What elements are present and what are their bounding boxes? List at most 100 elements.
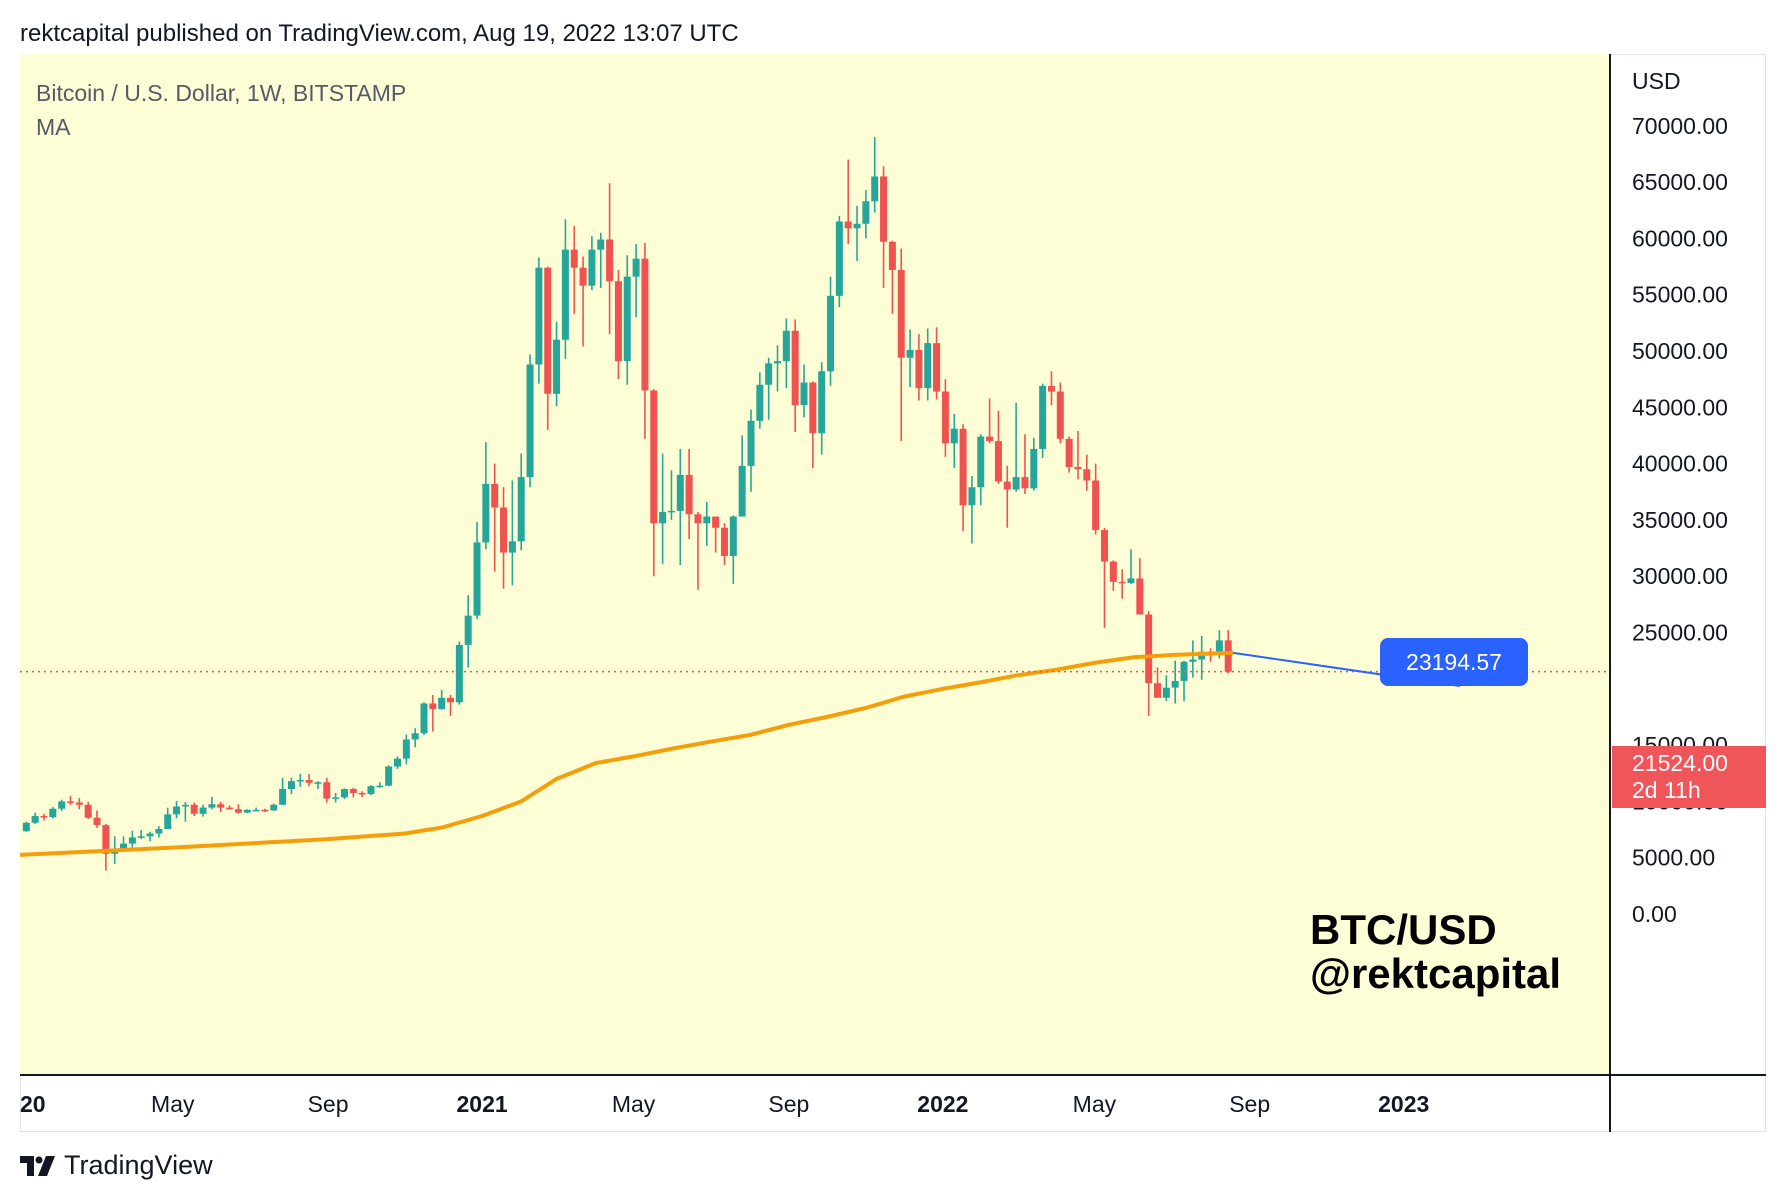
last-price-tag: 21524.00 2d 11h [1612,746,1766,808]
candle-body [305,780,313,783]
watermark-handle: @rektcapital [1310,950,1562,997]
candle-body [1021,477,1029,489]
candle-body [535,267,543,365]
candle-body [1224,640,1232,672]
candle-body [862,201,870,224]
candle-body [809,382,817,434]
candle-body [570,249,578,268]
x-tick-label: May [151,1091,195,1117]
x-tick-label: 2022 [917,1091,968,1117]
candle-body [1083,469,1091,481]
candle-body [623,276,631,362]
candle-body [1136,578,1144,615]
bar-countdown: 2d 11h [1632,777,1701,803]
last-price-value: 21524.00 [1632,750,1728,776]
candle-body [208,804,216,808]
candle-body [67,801,74,803]
candle-body [1215,640,1223,653]
candle-body [844,221,852,229]
published-line: rektcapital published on TradingView.com… [20,20,739,47]
candle-body [22,822,30,832]
candle-body [340,789,348,798]
y-tick-label: 40000.00 [1632,451,1728,477]
candle-body [349,789,357,793]
candle-body [447,697,455,703]
candle-body [31,816,39,823]
candle-body [455,644,463,703]
candle-body [694,514,702,524]
candle-body [102,825,110,854]
candle-body [120,843,128,849]
candle-body [464,615,472,645]
candle-body [146,833,154,837]
candle-body [1092,480,1100,531]
candle-body [880,176,888,242]
y-tick-label: 35000.00 [1632,507,1728,533]
candle-body [1171,680,1179,688]
candle-body [1100,530,1108,562]
candle-body [243,809,251,813]
x-tick-label: 2021 [456,1091,507,1117]
candle-body [49,808,57,818]
candles-series [22,137,1232,871]
y-tick-label: 50000.00 [1632,338,1728,364]
candle-body [791,330,799,406]
candle-body [173,806,181,815]
candle-body [614,281,622,362]
candle-body [164,814,172,829]
candle-body [950,428,958,444]
candle-body [986,436,994,442]
candle-body [597,239,605,250]
watermark: BTC/USD @rektcapital [1310,908,1561,996]
y-axis-ticks: 70000.00 65000.00 60000.00 55000.00 50000.00… [1632,113,1728,927]
candle-body [968,487,976,506]
candle-body [332,797,340,799]
candle-body [491,483,499,508]
candle-body [888,241,896,270]
candle-body [1189,659,1197,662]
candle-body [190,804,198,814]
candle-body [128,837,136,844]
candle-body [606,239,614,282]
candle-body [358,792,366,795]
candle-body [1118,581,1126,584]
candle-body [1145,614,1153,684]
candle-body [526,364,534,478]
candle-body [420,703,428,734]
candle-body [438,697,446,710]
candle-body [1003,481,1011,490]
candle-body [579,267,587,286]
candle-body [1012,477,1020,490]
candle-body [252,809,260,812]
candle-body [217,804,225,808]
x-tick-label: Sep [768,1091,809,1117]
candle-body [226,807,234,810]
candle-body [500,507,508,553]
chart-legend: Bitcoin / U.S. Dollar, 1W, BITSTAMP MA [36,76,406,144]
candle-body [155,828,163,834]
candle-body [517,477,525,542]
candle-body [588,249,596,286]
y-tick-label: 25000.00 [1632,620,1728,646]
candle-body [818,371,826,434]
x-tick-label: Sep [308,1091,349,1117]
candle-body [774,361,781,364]
candle-body [1127,578,1135,583]
candle-body [977,436,985,488]
symbol-line: Bitcoin / U.S. Dollar, 1W, BITSTAMP [36,80,407,106]
candle-body [782,330,790,362]
candle-body [729,516,737,556]
candle-body [1154,683,1162,698]
candle-body [402,739,410,759]
tradingview-brand[interactable]: TradingView [20,1150,213,1181]
candle-body [1047,385,1055,392]
plot-background [20,54,1610,1074]
x-tick-label: May [1073,1091,1117,1117]
candle-body [738,465,746,517]
y-tick-label: 5000.00 [1632,845,1715,871]
candle-body [765,363,773,385]
y-tick-label: 55000.00 [1632,282,1728,308]
candle-body [632,258,640,277]
candle-body [393,758,401,767]
